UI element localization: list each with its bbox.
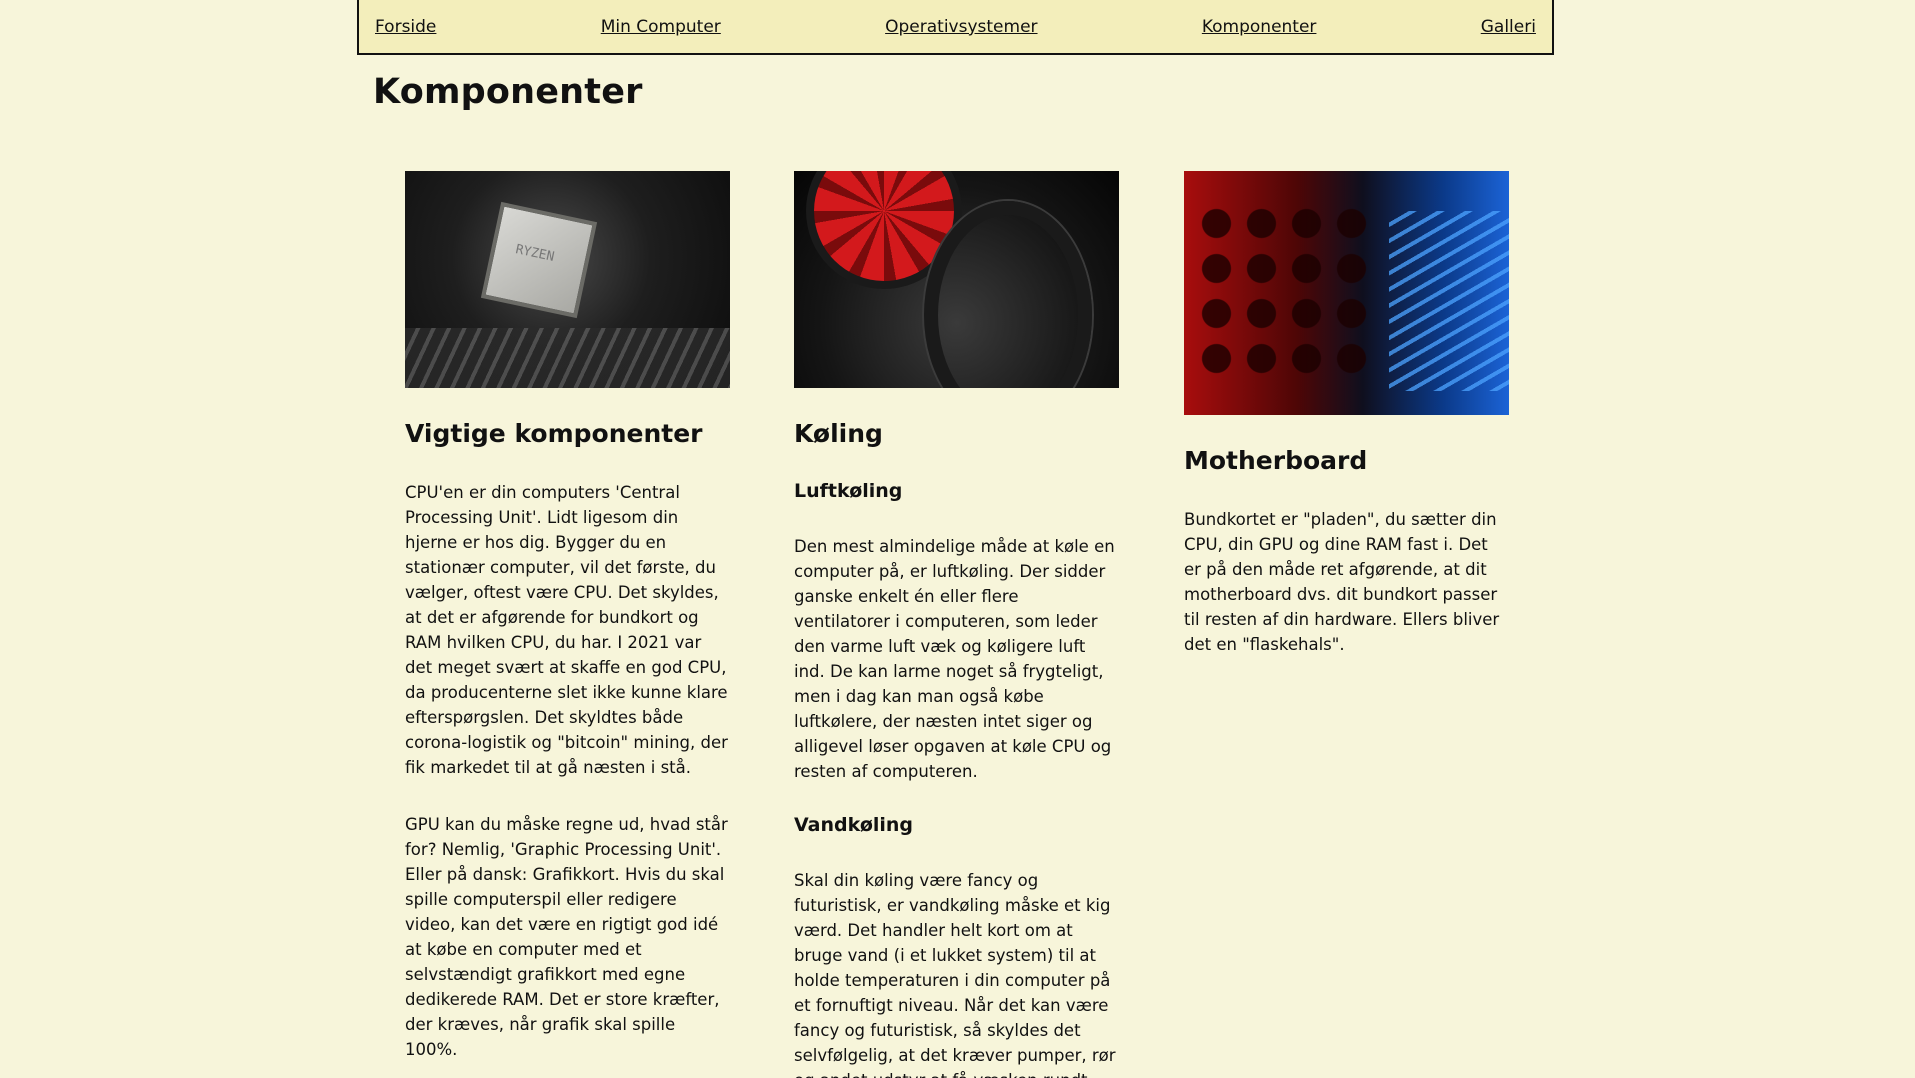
- main-nav: Forside Min Computer Operativsystemer Ko…: [357, 0, 1554, 55]
- cooling-heading: Køling: [794, 419, 883, 448]
- cooling-column: Køling Luftkøling Den mest almindelige m…: [794, 171, 1119, 1078]
- nav-link-komponenter[interactable]: Komponenter: [1201, 16, 1317, 37]
- gpu-paragraph: GPU kan du måske regne ud, hvad står for…: [405, 815, 728, 1059]
- cooling-image: [794, 171, 1119, 388]
- water-cooling-paragraph: Skal din køling være fancy og futuristis…: [794, 871, 1116, 1078]
- air-cooling-paragraph: Den mest almindelige måde at køle en com…: [794, 537, 1115, 781]
- components-column: RYZEN Vigtige komponenter CPU'en er din …: [405, 171, 730, 1062]
- water-cooling-heading: Vandkøling: [794, 814, 914, 836]
- cooling-fan: [814, 171, 954, 281]
- cpu-chip-label: RYZEN: [514, 242, 556, 265]
- motherboard-image: [1184, 171, 1509, 415]
- nav-link-min-computer[interactable]: Min Computer: [600, 16, 721, 37]
- components-heading: Vigtige komponenter: [405, 419, 703, 448]
- page-title: Komponenter: [373, 72, 643, 112]
- ram-slots: [405, 328, 730, 388]
- motherboard-heading: Motherboard: [1184, 446, 1368, 475]
- air-cooling-heading: Luftkøling: [794, 480, 903, 502]
- motherboard-column: Motherboard Bundkortet er "pladen", du s…: [1184, 171, 1509, 657]
- cpu-paragraph: CPU'en er din computers 'Central Process…: [405, 483, 728, 777]
- nav-link-operativsystemer[interactable]: Operativsystemer: [885, 16, 1038, 37]
- cpu-image: RYZEN: [405, 171, 730, 388]
- nav-link-forside[interactable]: Forside: [375, 16, 437, 37]
- motherboard-paragraph: Bundkortet er "pladen", du sætter din CP…: [1184, 510, 1500, 654]
- cpu-chip: RYZEN: [480, 201, 598, 319]
- motherboard-capacitors: [1194, 201, 1374, 381]
- motherboard-stripes: [1389, 211, 1509, 391]
- nav-link-galleri[interactable]: Galleri: [1480, 16, 1536, 37]
